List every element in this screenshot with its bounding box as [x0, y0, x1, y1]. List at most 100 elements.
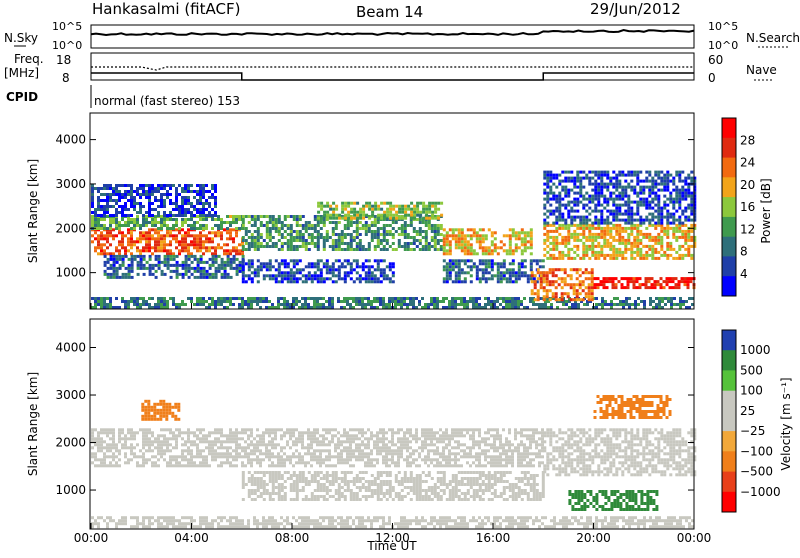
heatmap-cell — [555, 177, 558, 180]
heatmap-cell — [139, 227, 142, 230]
heatmap-cell — [564, 271, 567, 274]
heatmap-cell — [654, 236, 657, 239]
heatmap-cell — [564, 268, 567, 271]
heatmap-cell — [622, 303, 625, 306]
heatmap-cell — [317, 236, 320, 239]
heatmap-cell — [281, 248, 284, 251]
heatmap-cell — [250, 461, 253, 464]
heatmap-cell — [269, 230, 272, 233]
heatmap-cell — [137, 273, 140, 276]
heatmap-cell — [247, 455, 250, 458]
heatmap-cell — [383, 248, 386, 251]
heatmap-cell — [374, 230, 377, 233]
heatmap-cell — [329, 208, 332, 211]
heatmap-cell — [245, 248, 248, 251]
heatmap-cell — [127, 214, 130, 217]
heatmap-cell — [91, 187, 94, 190]
heatmap-cell — [398, 242, 401, 245]
heatmap-cell — [275, 218, 278, 221]
heatmap-cell — [685, 300, 688, 303]
heatmap-cell — [223, 252, 226, 255]
heatmap-cell — [289, 431, 292, 434]
heatmap-cell — [636, 224, 639, 227]
heatmap-cell — [199, 300, 202, 303]
heatmap-cell — [660, 245, 663, 248]
heatmap-cell — [389, 230, 392, 233]
heatmap-cell — [437, 233, 440, 236]
heatmap-cell — [352, 434, 355, 437]
heatmap-cell — [374, 205, 377, 208]
heatmap-cell — [278, 280, 281, 283]
heatmap-cell — [654, 186, 657, 189]
heatmap-cell — [376, 452, 379, 455]
heatmap-cell — [380, 217, 383, 220]
heatmap-cell — [113, 273, 116, 276]
heatmap-cell — [391, 452, 394, 455]
heatmap-cell — [615, 230, 618, 233]
heatmap-cell — [600, 283, 603, 286]
heatmap-cell — [663, 189, 666, 192]
heatmap-cell — [203, 270, 206, 273]
heatmap-cell — [681, 198, 684, 201]
heatmap-cell — [94, 211, 97, 214]
heatmap-cell — [657, 177, 660, 180]
heatmap-cell — [400, 446, 403, 449]
heatmap-cell — [636, 219, 639, 222]
heatmap-cell — [344, 202, 347, 205]
heatmap-cell — [278, 230, 281, 233]
heatmap-cell — [316, 297, 319, 300]
heatmap-cell — [464, 280, 467, 283]
heatmap-cell — [118, 211, 121, 214]
heatmap-cell — [388, 446, 391, 449]
heatmap-cell — [287, 248, 290, 251]
heatmap-cell — [397, 437, 400, 440]
heatmap-cell — [594, 216, 597, 219]
heatmap-cell — [612, 245, 615, 248]
freq-right-tick-top: 60 — [708, 53, 723, 67]
heatmap-cell — [681, 233, 684, 236]
heatmap-cell — [561, 295, 564, 298]
heatmap-cell — [666, 174, 669, 177]
heatmap-cell — [124, 196, 127, 199]
heatmap-cell — [458, 231, 461, 234]
heatmap-cell — [624, 251, 627, 254]
heatmap-cell — [491, 234, 494, 237]
heatmap-cell — [109, 300, 112, 303]
heatmap-cell — [675, 186, 678, 189]
heatmap-cell — [115, 446, 118, 449]
heatmap-cell — [428, 211, 431, 214]
heatmap-cell — [229, 452, 232, 455]
heatmap-cell — [672, 204, 675, 207]
heatmap-cell — [305, 242, 308, 245]
heatmap-cell — [320, 236, 323, 239]
heatmap-cell — [371, 224, 374, 227]
heatmap-cell — [648, 189, 651, 192]
heatmap-cell — [527, 280, 530, 283]
heatmap-cell — [307, 452, 310, 455]
heatmap-cell — [136, 187, 139, 190]
heatmap-cell — [567, 257, 570, 260]
heatmap-cell — [355, 303, 358, 306]
date-label: 29/Jun/2012 — [590, 0, 681, 18]
heatmap-cell — [530, 265, 533, 268]
heatmap-cell — [188, 267, 191, 270]
heatmap-cell — [121, 300, 124, 303]
heatmap-cell — [368, 202, 371, 205]
heatmap-cell — [284, 215, 287, 218]
heatmap-cell — [664, 297, 667, 300]
heatmap-cell — [455, 243, 458, 246]
heatmap-cell — [383, 277, 386, 280]
heatmap-cell — [388, 303, 391, 306]
heatmap-cell — [148, 458, 151, 461]
heatmap-cell — [154, 237, 157, 240]
heatmap-cell — [633, 174, 636, 177]
heatmap-cell — [412, 300, 415, 303]
heatmap-cell — [241, 446, 244, 449]
heatmap-cell — [648, 277, 651, 280]
heatmap-cell — [531, 274, 534, 277]
heatmap-cell — [278, 248, 281, 251]
heatmap-cell — [389, 280, 392, 283]
heatmap-cell — [570, 222, 573, 225]
heatmap-cell — [136, 431, 139, 434]
heatmap-cell — [633, 171, 636, 174]
